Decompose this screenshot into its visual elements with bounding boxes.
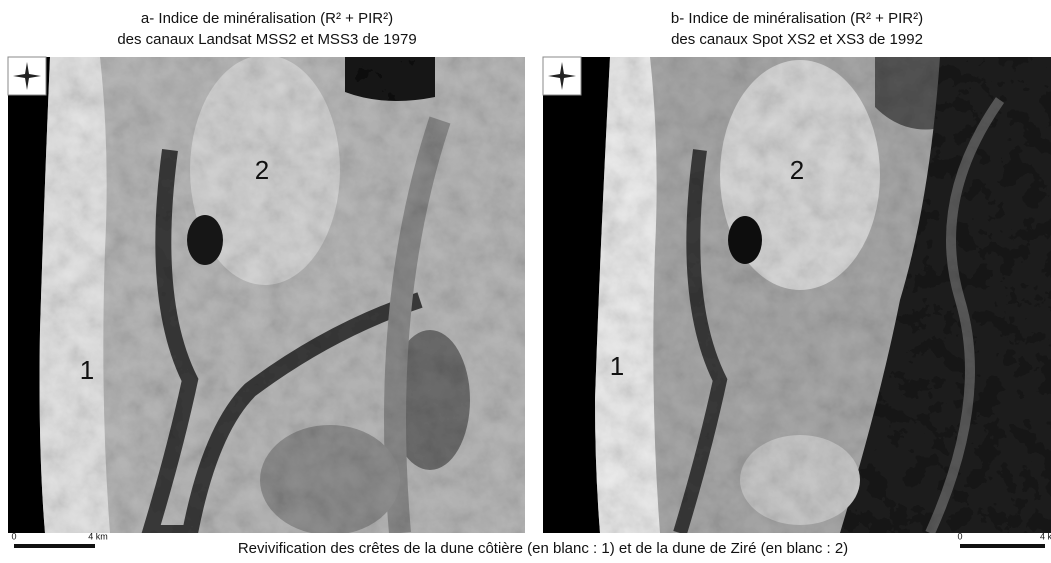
image-a <box>8 55 525 535</box>
panel-title: b- Indice de minéralisation (R² + PIR²) <box>671 10 923 27</box>
scale-start: 0 <box>11 531 16 541</box>
panel-subtitle: des canaux Landsat MSS2 et MSS3 de 1979 <box>117 31 416 48</box>
scale-end: 4 km <box>88 531 108 541</box>
zone-label: 1 <box>80 355 94 385</box>
scale-bar: 0 4 km <box>11 531 107 548</box>
panel-subtitle: des canaux Spot XS2 et XS3 de 1992 <box>671 31 923 48</box>
zone-label: 2 <box>790 155 804 185</box>
panel-title: a- Indice de minéralisation (R² + PIR²) <box>141 10 393 27</box>
figure: a- Indice de minéralisation (R² + PIR²) … <box>0 0 1051 563</box>
image-b <box>543 57 1051 533</box>
caption: Revivification des crêtes de la dune côt… <box>238 540 848 557</box>
zone-label: 1 <box>610 351 624 381</box>
scale-bar: 0 4 km <box>957 531 1051 548</box>
scale-end: 4 km <box>1040 531 1051 541</box>
zone-label: 2 <box>255 155 269 185</box>
scale-start: 0 <box>957 531 962 541</box>
